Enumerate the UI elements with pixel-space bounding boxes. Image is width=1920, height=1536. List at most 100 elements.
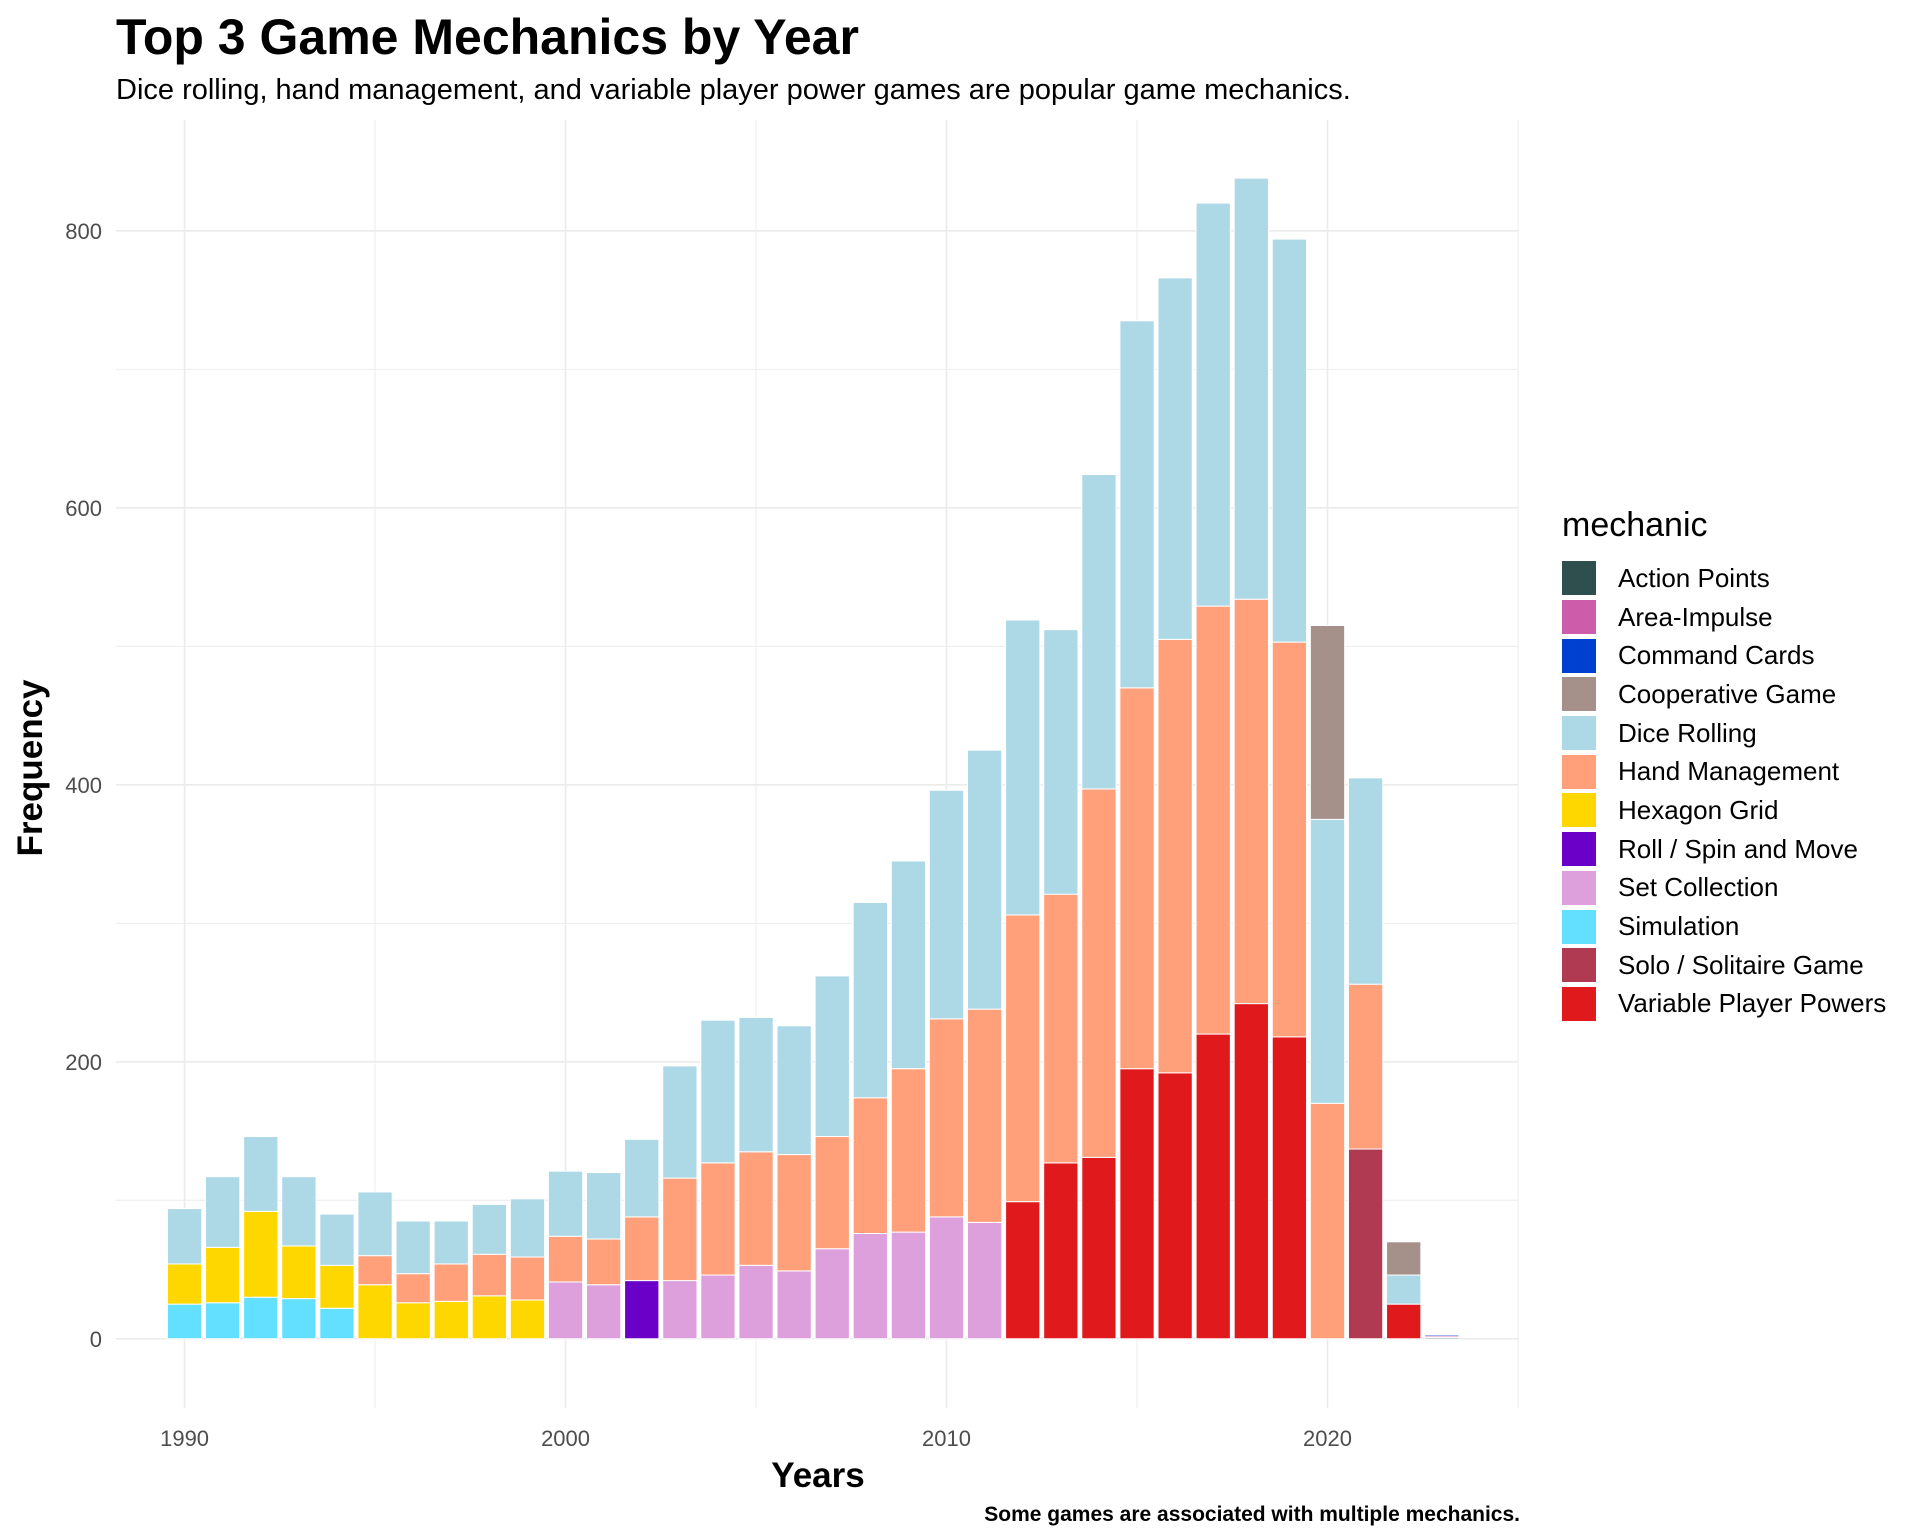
legend-label: Hand Management: [1618, 756, 1840, 787]
legend-key: [1562, 832, 1596, 867]
y-axis-label: Frequency: [11, 679, 50, 857]
bar-2010: [928, 789, 965, 1340]
bar-segment-dice-rolling: [1157, 277, 1193, 640]
bar-segment-dice-rolling: [890, 860, 927, 1070]
x-axis-label: Years: [771, 1456, 864, 1495]
legend-key: [1562, 561, 1596, 596]
bar-1996: [395, 1220, 431, 1340]
bar-segment-dice-rolling: [1233, 177, 1269, 600]
bar-segment-dice-rolling: [738, 1016, 774, 1153]
legend-key: [1562, 600, 1596, 635]
bar-segment-hand-management: [624, 1216, 660, 1282]
bar-segment-dice-rolling: [1347, 777, 1384, 985]
bar-segment-hand-management: [471, 1253, 508, 1297]
bar-2009: [890, 860, 927, 1340]
bar-segment-hand-management: [814, 1136, 850, 1250]
bar-segment-command-cards: [1424, 1334, 1460, 1337]
legend: mechanic Action Points Area-Impulse Comman…: [1562, 506, 1886, 1023]
legend-key: [1562, 754, 1596, 789]
bar-2015: [1119, 320, 1155, 1340]
bar-segment-hand-management: [586, 1238, 622, 1286]
bar-segment-simulation: [319, 1307, 355, 1340]
x-tick-label: 2000: [541, 1426, 590, 1451]
bar-segment-set-collection: [814, 1248, 850, 1340]
bar-1997: [433, 1220, 469, 1340]
legend-key: [1562, 793, 1596, 828]
bar-segment-variable-player-powers: [1195, 1033, 1231, 1340]
bar-2022: [1386, 1241, 1422, 1340]
bar-segment-solo-solitaire-game: [1347, 1148, 1384, 1340]
legend-label: Command Cards: [1618, 640, 1815, 671]
y-tick-label: 600: [65, 496, 102, 521]
chart-caption: Some games are associated with multiple …: [984, 1503, 1520, 1526]
bar-segment-set-collection: [586, 1284, 622, 1340]
bar-1999: [509, 1198, 546, 1340]
bar-2017: [1195, 202, 1231, 1340]
bar-segment-set-collection: [852, 1232, 888, 1340]
bar-segment-set-collection: [890, 1231, 927, 1340]
bar-2020: [1309, 625, 1346, 1340]
bar-segment-dice-rolling: [1195, 202, 1231, 607]
bar-segment-dice-rolling: [776, 1025, 812, 1156]
bars: [166, 177, 1460, 1340]
y-tick-label: 200: [65, 1050, 102, 1075]
legend-key: [1562, 677, 1596, 712]
bar-segment-dice-rolling: [852, 901, 888, 1099]
legend-label: Area-Impulse: [1618, 601, 1773, 632]
bar-segment-dice-rolling: [814, 975, 850, 1138]
bar-segment-hand-management: [1309, 1102, 1346, 1340]
bar-2023: [1424, 1334, 1460, 1340]
legend-key: [1562, 638, 1596, 673]
bar-2002: [624, 1138, 660, 1340]
bar-segment-hexagon-grid: [281, 1245, 317, 1300]
bar-segment-hexagon-grid: [509, 1299, 546, 1340]
bar-2011: [966, 749, 1003, 1340]
bar-segment-simulation: [166, 1303, 203, 1340]
bar-segment-dice-rolling: [243, 1136, 279, 1212]
y-tick-label: 800: [65, 219, 102, 244]
bar-segment-dice-rolling: [1005, 619, 1041, 916]
legend-item-dice-rolling: Dice Rolling: [1562, 714, 1886, 753]
legend-items: Action Points Area-Impulse Command Cards Co…: [1562, 559, 1886, 1023]
bar-segment-dice-rolling: [928, 789, 965, 1020]
legend-label: Dice Rolling: [1618, 717, 1757, 748]
bar-1998: [471, 1203, 508, 1340]
legend-item-area-impulse: Area-Impulse: [1562, 598, 1886, 637]
bar-1993: [281, 1176, 317, 1340]
bar-2008: [852, 901, 888, 1340]
bar-segment-hand-management: [1195, 605, 1231, 1035]
bar-segment-dice-rolling: [395, 1220, 431, 1275]
legend-label: Hexagon Grid: [1618, 794, 1779, 825]
bar-2001: [586, 1172, 622, 1340]
legend-item-variable-player-powers: Variable Player Powers: [1562, 985, 1886, 1024]
bar-segment-dice-rolling: [1043, 629, 1079, 895]
bar-segment-variable-player-powers: [1005, 1201, 1041, 1340]
x-tick-label: 2010: [922, 1426, 971, 1451]
bar-segment-set-collection: [966, 1221, 1003, 1340]
bar-segment-dice-rolling: [700, 1019, 736, 1164]
bar-2006: [776, 1025, 812, 1340]
bar-segment-dice-rolling: [281, 1176, 317, 1247]
bar-segment-hand-management: [395, 1273, 431, 1304]
bar-segment-hand-management: [890, 1068, 927, 1233]
bar-2007: [814, 975, 850, 1340]
bar-segment-set-collection: [700, 1274, 736, 1340]
bar-segment-dice-rolling: [1119, 320, 1155, 689]
bar-segment-set-collection: [738, 1264, 774, 1340]
bar-2021: [1347, 777, 1384, 1340]
bar-segment-set-collection: [662, 1280, 698, 1340]
bar-segment-dice-rolling: [624, 1138, 660, 1218]
bar-segment-hand-management: [433, 1263, 469, 1302]
legend-item-cooperative-game: Cooperative Game: [1562, 675, 1886, 714]
bar-segment-hand-management: [547, 1235, 584, 1283]
legend-item-action-points: Action Points: [1562, 559, 1886, 598]
bar-segment-dice-rolling: [166, 1208, 203, 1265]
bar-segment-set-collection: [547, 1281, 584, 1340]
y-tick-label: 400: [65, 773, 102, 798]
bar-segment-hand-management: [1157, 638, 1193, 1074]
bar-2012: [1005, 619, 1041, 1340]
bar-2003: [662, 1065, 698, 1340]
y-tick-label: 0: [90, 1327, 102, 1352]
legend-label: Cooperative Game: [1618, 678, 1837, 709]
bar-segment-hexagon-grid: [433, 1300, 469, 1340]
